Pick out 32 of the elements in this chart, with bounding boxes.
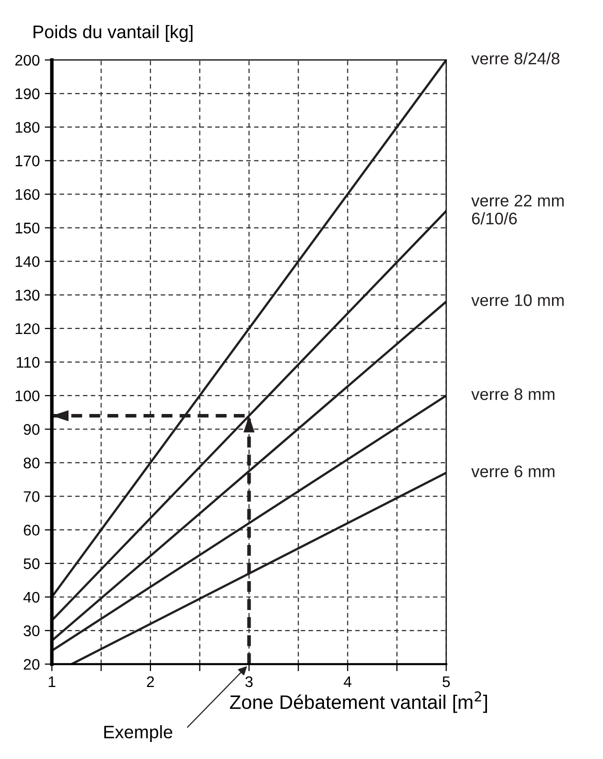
y-tick-label: 180 bbox=[16, 122, 40, 133]
y-tick-label: 90 bbox=[24, 424, 40, 435]
x-axis-title: Zone Débatement vantail [m$^{2}$] bbox=[230, 691, 487, 713]
y-tick-label: 50 bbox=[24, 558, 40, 570]
y-tick-label: 60 bbox=[24, 524, 40, 536]
y-axis-title: Poids du vantail [kg] bbox=[34, 25, 192, 42]
series-label: verre 8 mm bbox=[471, 388, 554, 400]
y-tick-label: 120 bbox=[16, 323, 40, 334]
series-label: verre 6 mm bbox=[471, 465, 554, 478]
y-tick-label: 110 bbox=[16, 356, 40, 368]
series-label: verre 8/24/8 bbox=[471, 52, 560, 64]
y-tick-label: 100 bbox=[16, 390, 40, 402]
series-label: verre 22 mm 6/10/6 bbox=[471, 194, 564, 224]
y-tick-label: 30 bbox=[24, 625, 40, 636]
y-tick-label: 130 bbox=[16, 290, 40, 301]
y-tick-label: 160 bbox=[16, 189, 40, 200]
y-tick-label: 70 bbox=[24, 491, 40, 502]
x-tick-label: 2 bbox=[146, 676, 154, 687]
y-tick-label: 40 bbox=[23, 592, 40, 603]
y-tick-label: 140 bbox=[16, 256, 40, 268]
y-tick-label: 200 bbox=[15, 54, 40, 66]
series-label: verre 10 mm bbox=[471, 294, 564, 306]
y-tick-label: 80 bbox=[24, 458, 40, 468]
x-tick-label: 1 bbox=[48, 676, 56, 687]
x-tick-label: 3 bbox=[245, 676, 253, 688]
annotation: Exemple bbox=[104, 725, 172, 742]
x-tick-label: 4 bbox=[344, 676, 352, 687]
y-tick-label: 190 bbox=[16, 88, 40, 100]
y-tick-label: 150 bbox=[16, 222, 40, 234]
y-tick-label: 170 bbox=[16, 156, 40, 166]
x-tick-label: 5 bbox=[442, 676, 450, 688]
y-tick-label: 20 bbox=[24, 658, 40, 670]
